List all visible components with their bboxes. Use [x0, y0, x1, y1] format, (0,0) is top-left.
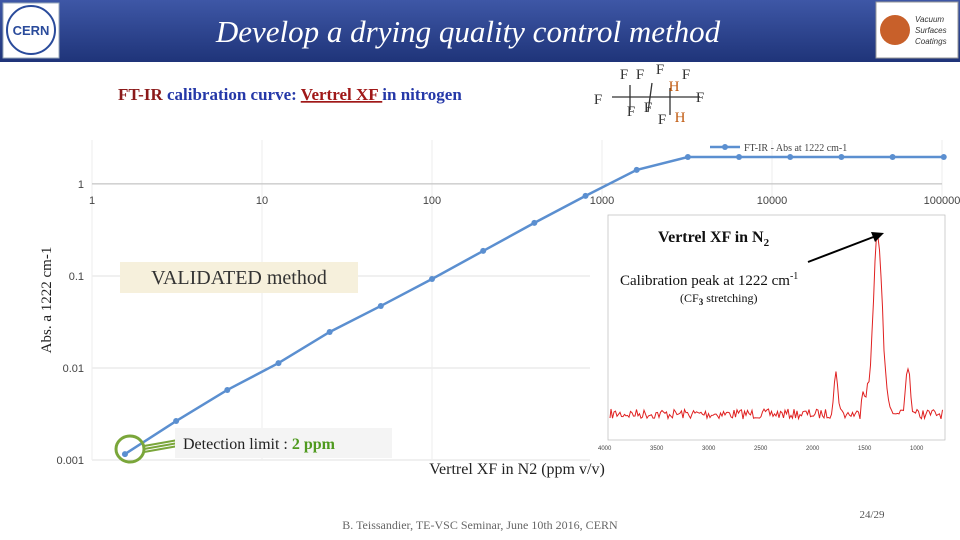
inset-x-tick-label: 2500: [754, 446, 768, 452]
header-bar: [0, 0, 960, 62]
inset-title-main: Vertrel XF in N: [658, 229, 764, 246]
inset-peak-main: Calibration peak at 1222 cm: [620, 273, 790, 289]
inset-peak-sup: -1: [790, 271, 798, 282]
logo-left-box: [2, 2, 60, 59]
x-tick-label: 1: [89, 195, 95, 207]
validated-box: [120, 262, 358, 293]
atom-label: F: [658, 112, 666, 128]
atom-label: F: [636, 67, 644, 83]
y-tick-label: 0.1: [69, 271, 84, 283]
data-point: [429, 275, 435, 282]
inset-peak: Calibration peak at 1222 cm-1: [620, 271, 798, 289]
inset-note-sub: 3: [699, 297, 704, 307]
atom-label: F: [696, 90, 704, 106]
data-point: [787, 154, 794, 161]
inset-panel: [590, 205, 960, 462]
inset-x-tick-label: 1000: [910, 446, 924, 452]
data-point: [531, 219, 538, 226]
footer-credit: B. Teissandier, TE-VSC Seminar, June 10t…: [342, 518, 618, 532]
inset-title: Vertrel XF in N2: [658, 229, 770, 249]
data-point: [940, 154, 947, 161]
y-tick-label: 0.01: [63, 363, 84, 375]
detection-label: Detection limit : 2 ppm: [183, 436, 336, 453]
legend-label: FT-IR - Abs at 1222 cm-1: [744, 143, 847, 154]
atom-label: F: [627, 104, 635, 120]
inset-x-tick-label: 3500: [650, 446, 664, 452]
logo-right-icon: [880, 15, 910, 45]
inset-x-tick-label: 3000: [702, 446, 716, 452]
x-tick-label: 10: [256, 195, 268, 207]
logo-left-ring: [6, 5, 56, 55]
data-point: [326, 328, 333, 335]
inset-note-part: (CF: [680, 291, 699, 305]
detection-value: 2 ppm: [292, 436, 336, 453]
detection-arrow: [143, 439, 179, 453]
inset-x-tick-label: 4000: [598, 446, 612, 452]
logo-right-text: Vacuum: [915, 15, 944, 24]
inset-title-sub: 2: [764, 237, 770, 249]
bond: [647, 82, 653, 113]
inset-arrow: [807, 235, 877, 263]
y-axis-title: Abs. a 1222 cm-1: [39, 247, 55, 354]
x-axis-title: Vertrel XF in N2 (ppm v/v): [429, 461, 605, 478]
data-point: [633, 166, 640, 173]
detection-text: Detection limit :: [183, 436, 292, 453]
inset-arrowhead: [871, 232, 884, 242]
inset-x-tick-label: 2000: [806, 446, 820, 452]
atom-label: F: [594, 92, 602, 108]
atom-label: F: [620, 67, 628, 83]
logo-right-text: Coatings: [915, 37, 947, 46]
logo-right-text: Surfaces: [915, 26, 947, 35]
atom-label: F: [682, 67, 690, 83]
atom-label: F: [656, 62, 664, 78]
y-tick-label: 1: [78, 179, 84, 191]
subtitle-part: FT-IR: [118, 85, 163, 104]
data-point: [121, 451, 128, 458]
legend-swatch-marker: [722, 144, 728, 150]
data-point: [480, 247, 487, 254]
logo-left: CERN: [13, 23, 50, 38]
inset-note-part: stretching): [703, 291, 757, 305]
validated-label: VALIDATED method: [151, 267, 327, 289]
molecule: [612, 82, 700, 115]
subtitle-part: calibration curve:: [163, 85, 301, 104]
data-point: [582, 192, 589, 199]
atom-label: H: [669, 79, 680, 95]
data-point: [889, 154, 896, 161]
atom-label: H: [675, 110, 686, 126]
atom-label: F: [644, 100, 652, 116]
inset-note: (CF3 stretching): [680, 291, 758, 307]
page-number: 24/29: [859, 509, 885, 521]
y-tick-label: 0.001: [56, 455, 84, 467]
x-tick-label: 100: [423, 195, 441, 207]
data-point: [173, 418, 180, 425]
data-point: [224, 386, 231, 393]
subtitle: FT-IR calibration curve: Vertrel XF in n…: [118, 85, 462, 104]
data-point: [275, 360, 282, 367]
inset-plot-frame: [607, 214, 946, 441]
data-point: [838, 154, 845, 161]
detection-ring: [114, 434, 146, 464]
detection-box: [175, 428, 392, 458]
slide-title: Develop a drying quality control method: [215, 14, 721, 49]
x-tick-label: 100000: [924, 195, 960, 207]
x-tick-label: 1000: [590, 195, 614, 207]
spectrum-line: [609, 234, 943, 421]
inset-x-tick-label: 1500: [858, 446, 872, 452]
x-tick-label: 10000: [757, 195, 788, 207]
data-point: [684, 154, 691, 161]
subtitle-part: Vertrel XF: [301, 85, 383, 104]
data-point: [377, 302, 384, 309]
subtitle-part: in nitrogen: [382, 85, 462, 104]
data-point: [736, 154, 743, 161]
